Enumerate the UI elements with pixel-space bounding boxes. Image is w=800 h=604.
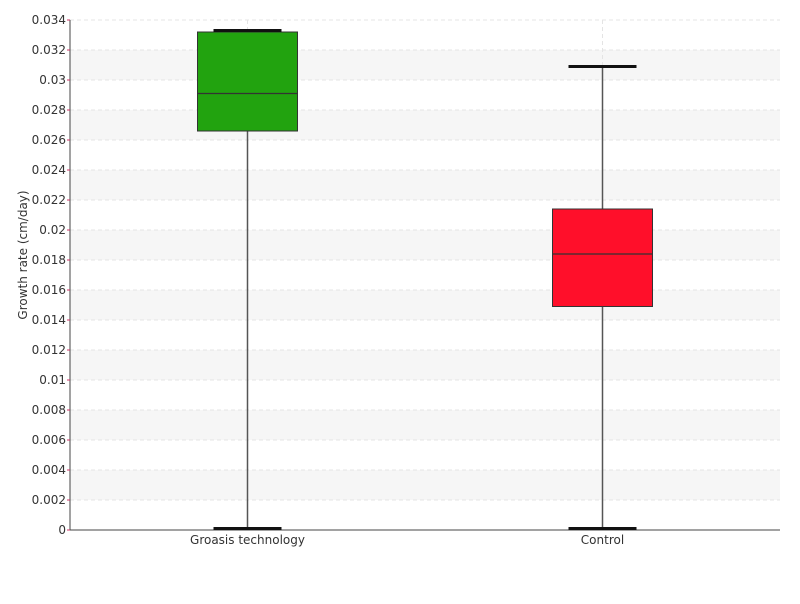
gridlines [70,19,780,530]
y-tick-label: 0.006 [32,433,66,447]
y-tick-label: 0.03 [39,73,66,87]
background-bands [70,50,780,500]
iqr-box [552,208,653,307]
y-tick-label: 0.012 [32,343,66,357]
grid-band [70,410,780,440]
y-tick-label: 0.024 [32,163,66,177]
box-2 [552,65,653,530]
boxes [197,29,653,530]
y-tick-label: 0.034 [32,13,66,27]
y-axis-ticks: 0 0.002 0.004 0.006 0.008 0.01 0.012 0.014 0.016… [32,13,70,537]
y-tick-label: 0.01 [39,373,66,387]
iqr-box [197,31,298,132]
grid-band [70,470,780,500]
y-tick-label: 0.018 [32,253,66,267]
y-tick-label: 0 [58,523,66,537]
axes [69,20,780,531]
y-tick-label: 0.004 [32,463,66,477]
y-tick-label: 0.022 [32,193,66,207]
grid-band [70,290,780,320]
y-tick-label: 0.02 [39,223,66,237]
y-tick-label: 0.026 [32,133,66,147]
grid-band [70,350,780,380]
grid-band [70,110,780,140]
grid-band [70,170,780,200]
y-tick-label: 0.016 [32,283,66,297]
y-tick-label: 0.002 [32,493,66,507]
x-tick-label: Groasis technology [190,533,305,547]
y-tick-label: 0.008 [32,403,66,417]
y-tick-label: 0.014 [32,313,66,327]
y-tick-label: 0.032 [32,43,66,57]
y-tick-label: 0.028 [32,103,66,117]
x-tick-label: Control [581,533,624,547]
box-1 [197,29,298,530]
grid-band [70,230,780,260]
x-axis-ticks: Groasis technology Control [190,533,624,547]
y-axis-label: Growth rate (cm/day) [16,190,30,319]
grid-band [70,50,780,80]
